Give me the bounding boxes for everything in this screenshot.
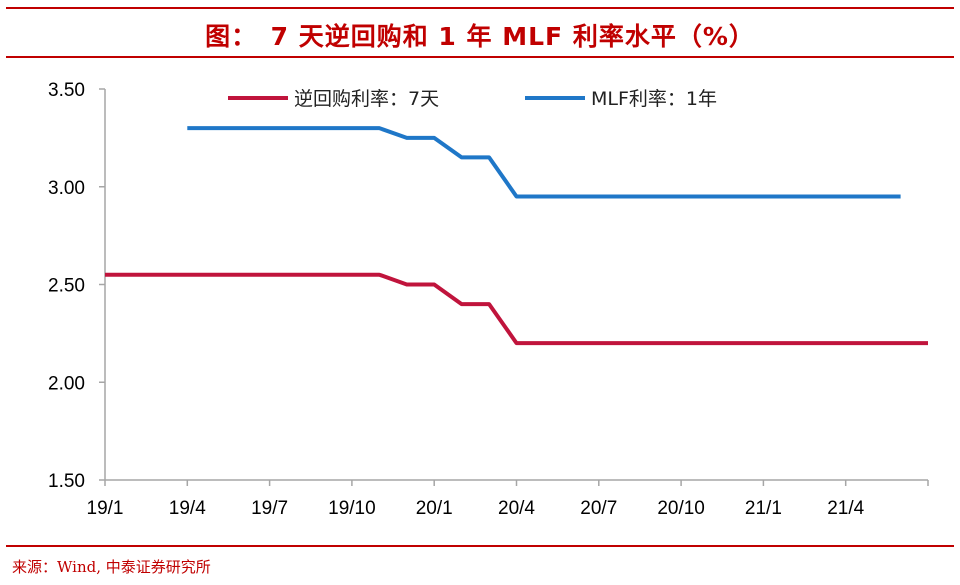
axes: 1.50 2.00 2.50 3.00 3.50 19/1 19/4 19/7 19/10 20/…	[48, 80, 929, 519]
x-tick-label: 21/4	[827, 498, 864, 519]
title-divider	[6, 56, 954, 58]
y-tick-label: 1.50	[48, 471, 85, 492]
x-tick-label: 19/10	[328, 498, 376, 519]
x-tick-label: 19/7	[251, 498, 288, 519]
series-lines	[105, 126, 928, 346]
line-chart: 1.50 2.00 2.50 3.00 3.50 19/1 19/4 19/7 19/10 20/…	[48, 80, 929, 519]
chart-title: 图： 7 天逆回购和 1 年 MLF 利率水平（%）	[205, 22, 755, 51]
y-tick-label: 3.50	[48, 80, 85, 101]
x-tick-label: 21/1	[745, 498, 782, 519]
legend-label: 逆回购利率：7天	[294, 88, 439, 110]
y-tick-label: 2.00	[48, 373, 85, 394]
x-tick-label: 20/1	[416, 498, 453, 519]
series-line-reverse-repo	[105, 272, 928, 346]
series-line-mlf	[187, 126, 901, 199]
top-divider	[6, 7, 954, 9]
x-tick-label: 20/7	[580, 498, 617, 519]
legend-label: MLF利率：1年	[591, 88, 717, 110]
bottom-divider	[6, 545, 954, 547]
x-tick-label: 19/1	[87, 498, 124, 519]
source-note: 来源：Wind, 中泰证券研究所	[12, 558, 211, 576]
x-tick-label: 19/4	[169, 498, 206, 519]
legend: 逆回购利率：7天 MLF利率：1年	[228, 88, 717, 110]
x-tick-label: 20/4	[498, 498, 535, 519]
x-tick-label: 20/10	[657, 498, 705, 519]
y-tick-label: 3.00	[48, 178, 85, 199]
y-tick-label: 2.50	[48, 276, 85, 297]
